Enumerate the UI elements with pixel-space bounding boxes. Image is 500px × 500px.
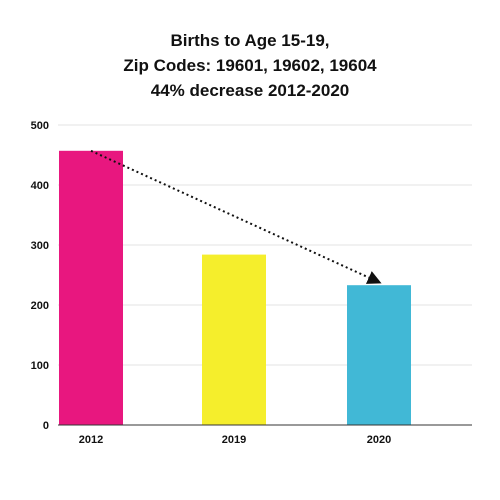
y-tick-label: 100	[31, 360, 49, 372]
x-tick-label: 2012	[79, 434, 103, 446]
y-tick-label: 500	[31, 120, 49, 132]
chart-title-line-3: 44% decrease 2012-2020	[150, 81, 350, 100]
bar-2019	[202, 254, 266, 425]
chart-title: Births to Age 15-19, Zip Codes: 19601, 1…	[0, 28, 500, 103]
chart-title-line-2: Zip Codes: 19601, 19602, 19604	[123, 56, 377, 75]
y-tick-label: 200	[31, 300, 49, 312]
y-tick-label: 400	[31, 180, 49, 192]
x-tick-label: 2019	[222, 434, 246, 446]
bar-2012	[59, 150, 123, 426]
y-tick-label: 300	[31, 240, 49, 252]
bar-2020	[347, 285, 411, 425]
chart-title-line-1: Births to Age 15-19,	[170, 31, 330, 50]
y-tick-label: 0	[43, 420, 49, 432]
x-tick-label: 2020	[367, 434, 391, 446]
